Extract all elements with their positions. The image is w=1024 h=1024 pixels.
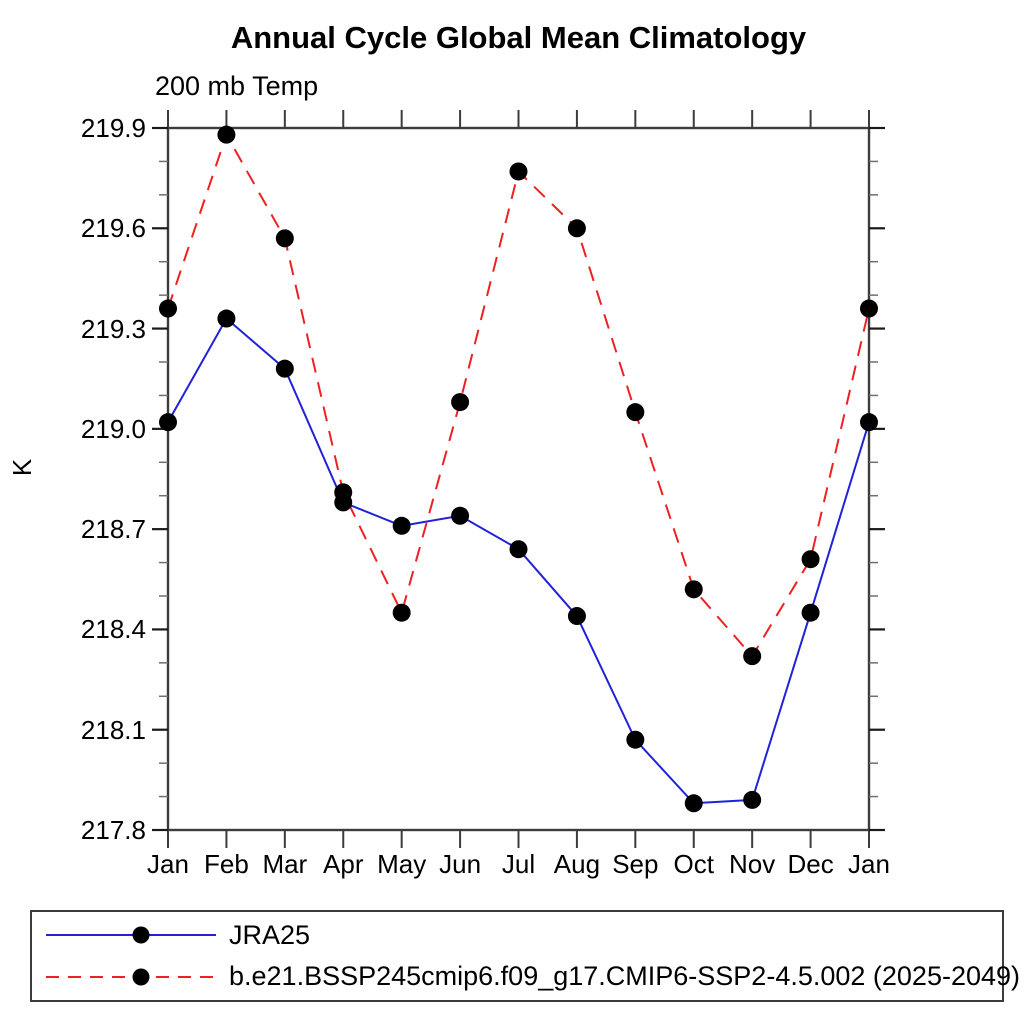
y-tick-label: 219.0 <box>80 413 146 444</box>
data-point-marker <box>217 309 236 328</box>
data-point-marker <box>567 607 586 626</box>
data-point-marker <box>509 540 528 559</box>
data-point-marker <box>860 413 878 432</box>
data-point-marker <box>743 647 762 666</box>
x-tick-label: Jul <box>501 849 536 879</box>
y-tick-label: 218.7 <box>80 514 146 545</box>
data-point-marker <box>217 125 236 144</box>
x-tick-label: Feb <box>204 849 249 879</box>
y-tick-label: 217.8 <box>80 815 146 845</box>
chart-subtitle: 200 mb Temp <box>155 71 319 101</box>
data-point-marker <box>626 403 645 422</box>
series-line <box>167 132 870 658</box>
data-point-marker <box>392 603 411 622</box>
legend-line-sample-icon <box>46 968 216 986</box>
x-tick-label: Sep <box>612 849 659 879</box>
legend-marker-icon <box>132 926 150 944</box>
data-point-marker <box>801 603 820 622</box>
legend-line-sample-icon <box>46 926 216 944</box>
y-tick-label: 218.4 <box>80 614 146 645</box>
data-point-marker <box>275 359 294 378</box>
x-tick-label: Dec <box>787 849 834 879</box>
data-point-marker <box>684 580 703 599</box>
data-point-marker <box>509 162 528 181</box>
data-point-marker <box>626 730 645 749</box>
x-tick-label: Oct <box>673 849 714 879</box>
series-line <box>167 316 870 805</box>
chart-title: Annual Cycle Global Mean Climatology <box>230 20 807 55</box>
y-tick-label: 218.1 <box>80 714 146 745</box>
legend-marker-icon <box>132 968 150 986</box>
legend-row: b.e21.BSSP245cmip6.f09_g17.CMIP6-SSP2-4.… <box>32 959 1020 995</box>
x-tick-label: May <box>377 849 427 879</box>
y-tick-label: 219.9 <box>80 113 146 143</box>
data-point-marker <box>451 393 470 412</box>
x-tick-label: Nov <box>729 849 776 879</box>
x-tick-label: Jan <box>147 849 189 879</box>
legend-row: JRA25 <box>32 917 1002 953</box>
x-tick-label: Jun <box>439 849 482 879</box>
data-point-marker <box>275 229 294 248</box>
data-point-marker <box>159 299 177 318</box>
data-point-marker <box>801 550 820 569</box>
legend-box: JRA25 b.e21.BSSP245cmip6.f09_g17.CMIP6-S… <box>30 910 1020 1002</box>
y-tick-label: 219.3 <box>80 313 146 344</box>
x-tick-label: Aug <box>553 849 601 879</box>
x-tick-label: Mar <box>262 849 308 879</box>
data-point-marker <box>159 413 177 432</box>
x-tick-label: Apr <box>323 849 364 879</box>
data-point-marker <box>334 483 353 502</box>
legend-label: JRA25 <box>229 919 311 950</box>
y-tick-label: 219.6 <box>80 213 146 244</box>
data-point-marker <box>860 299 878 318</box>
data-point-marker <box>567 219 586 238</box>
data-point-marker <box>451 506 470 525</box>
data-point-marker <box>684 794 703 813</box>
legend-label: b.e21.BSSP245cmip6.f09_g17.CMIP6-SSP2-4.… <box>229 961 1021 992</box>
data-point-marker <box>392 516 411 535</box>
x-tick-label: Jan <box>848 849 890 879</box>
plot-frame <box>166 126 871 832</box>
data-point-marker <box>743 790 762 809</box>
